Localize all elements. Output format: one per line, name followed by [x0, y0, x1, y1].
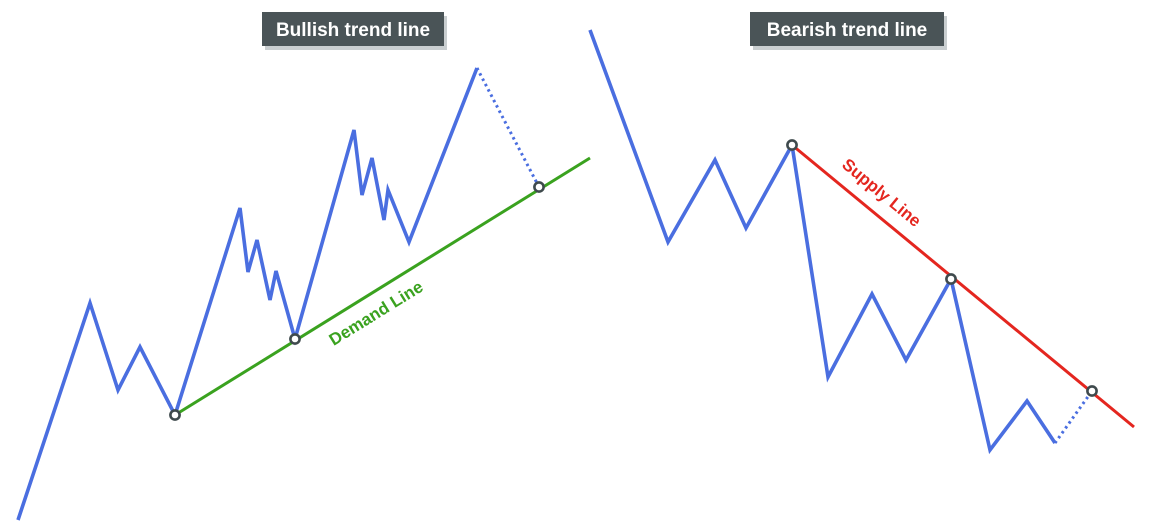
- bearish-panel: Bearish trend line Supply Line: [588, 12, 1135, 455]
- demand-line: [174, 156, 591, 417]
- demand-touch-point: [169, 409, 181, 421]
- demand-touch-point: [289, 333, 301, 345]
- demand-touch-point: [533, 181, 545, 193]
- bullish-title-badge: Bullish trend line: [262, 12, 447, 50]
- supply-touch-point: [945, 273, 957, 285]
- bullish-title: Bullish trend line: [276, 20, 430, 41]
- bearish-projection-dotted: [1053, 390, 1094, 444]
- supply-line: [791, 143, 1135, 429]
- bullish-projection-dotted: [475, 67, 541, 188]
- bearish-title-badge: Bearish trend line: [750, 12, 947, 50]
- supply-touch-point: [786, 139, 798, 151]
- bearish-price-path: [588, 29, 1057, 455]
- supply-touch-point: [1086, 385, 1098, 397]
- bullish-panel: Bullish trend line Demand Line: [16, 12, 591, 521]
- bullish-price-path: [16, 67, 479, 521]
- bearish-title: Bearish trend line: [767, 20, 928, 41]
